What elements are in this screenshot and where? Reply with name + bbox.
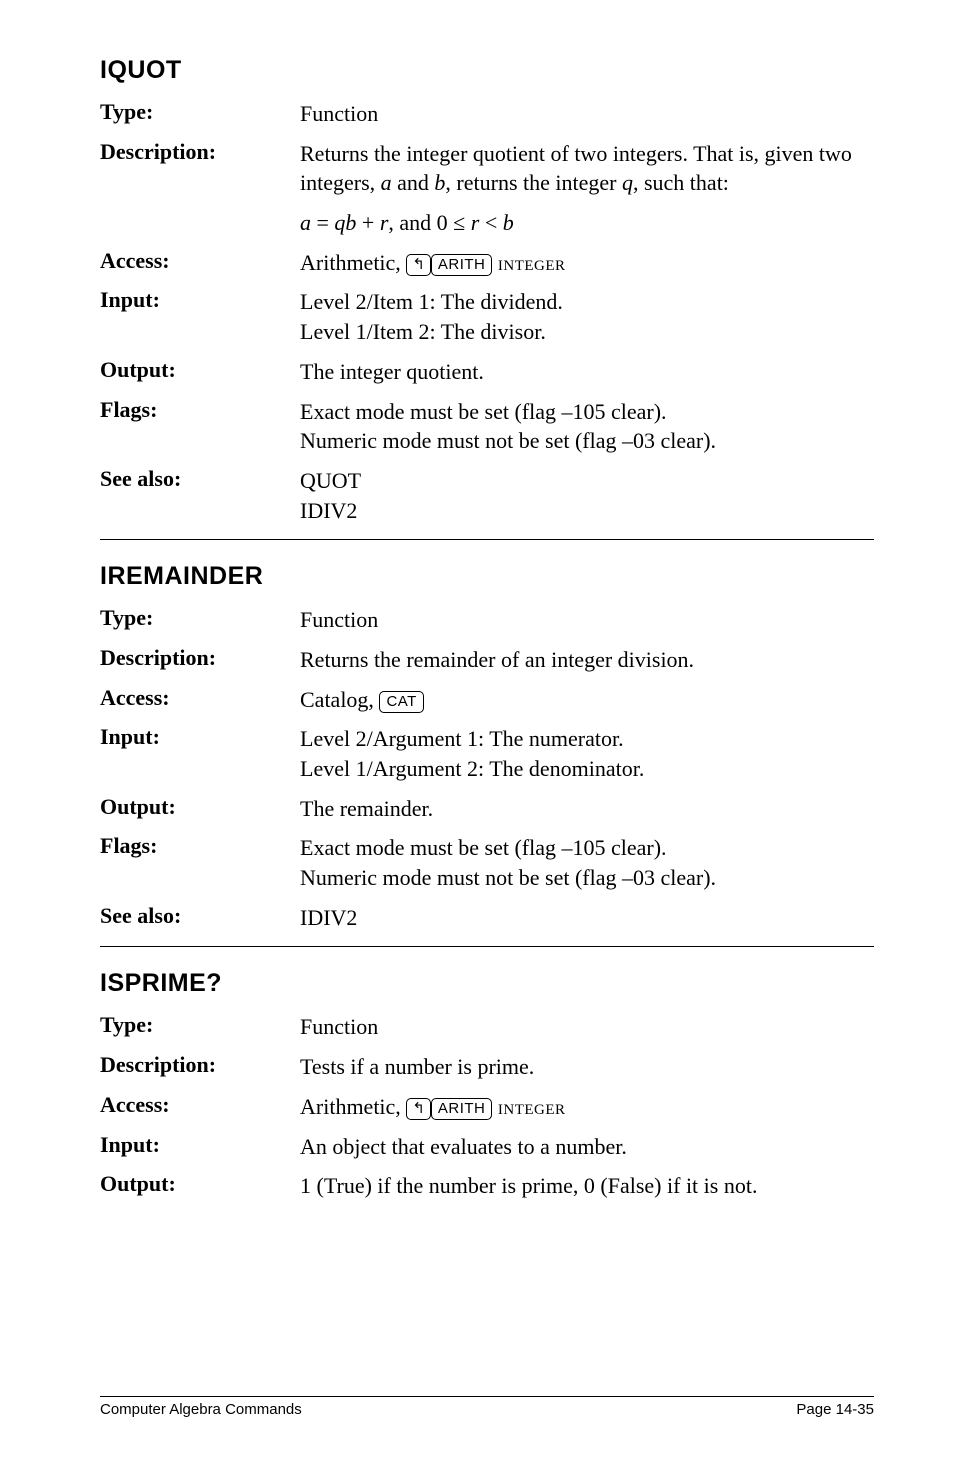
- entry-row: Output: The remainder.: [100, 794, 874, 824]
- entry-row: See also: IDIV2: [100, 903, 874, 933]
- entry-label: Output:: [100, 794, 300, 820]
- entry-value: Exact mode must be set (flag –105 clear)…: [300, 397, 874, 456]
- entry-value: Tests if a number is prime.: [300, 1052, 874, 1082]
- section-heading-iremainder: IREMAINDER: [100, 562, 874, 591]
- entry-row: Input: An object that evaluates to a num…: [100, 1132, 874, 1162]
- entry-label: Type:: [100, 605, 300, 631]
- entry-label: See also:: [100, 466, 300, 492]
- entry-row: Flags: Exact mode must be set (flag –105…: [100, 397, 874, 456]
- entry-label: Description:: [100, 139, 300, 165]
- section-divider: [100, 946, 874, 947]
- entry-value: Catalog, CAT: [300, 685, 874, 715]
- entry-row: Output: 1 (True) if the number is prime,…: [100, 1171, 874, 1201]
- entry-label: Access:: [100, 1092, 300, 1118]
- page: IQUOT Type: Function Description: Return…: [0, 0, 954, 1464]
- section-heading-isprime: ISPRIME?: [100, 969, 874, 998]
- entry-value: Arithmetic, ↰ARITH integer: [300, 1092, 874, 1122]
- entry-row: Type: Function: [100, 605, 874, 635]
- entry-label: Description:: [100, 645, 300, 671]
- entry-row: Input: Level 2/Item 1: The dividend.Leve…: [100, 287, 874, 346]
- entry-value: An object that evaluates to a number.: [300, 1132, 874, 1162]
- entry-row: Access: Arithmetic, ↰ARITH integer: [100, 1092, 874, 1122]
- section-divider: [100, 539, 874, 540]
- entry-row: a = qb + r, and 0 ≤ r < b: [100, 208, 874, 238]
- entry-value: Returns the remainder of an integer divi…: [300, 645, 874, 675]
- entry-label: Flags:: [100, 833, 300, 859]
- entry-label: Input:: [100, 287, 300, 313]
- entry-label: Access:: [100, 685, 300, 711]
- entry-value: a = qb + r, and 0 ≤ r < b: [300, 208, 874, 238]
- entry-label: Input:: [100, 724, 300, 750]
- entry-value: Arithmetic, ↰ARITH integer: [300, 248, 874, 278]
- entry-value: Returns the integer quotient of two inte…: [300, 139, 874, 198]
- entry-label: Flags:: [100, 397, 300, 423]
- entry-row: See also: QUOTIDIV2: [100, 466, 874, 525]
- entry-value: 1 (True) if the number is prime, 0 (Fals…: [300, 1171, 874, 1201]
- entry-row: Description: Tests if a number is prime.: [100, 1052, 874, 1082]
- entry-value: Level 2/Argument 1: The numerator.Level …: [300, 724, 874, 783]
- entry-row: Output: The integer quotient.: [100, 357, 874, 387]
- entry-row: Access: Arithmetic, ↰ARITH integer: [100, 248, 874, 278]
- entry-label: See also:: [100, 903, 300, 929]
- page-footer: Computer Algebra Commands Page 14-35: [100, 1396, 874, 1418]
- entry-label: Output:: [100, 357, 300, 383]
- entry-label: Type:: [100, 1012, 300, 1038]
- entry-label: Access:: [100, 248, 300, 274]
- entry-label: Output:: [100, 1171, 300, 1197]
- entry-row: Description: Returns the remainder of an…: [100, 645, 874, 675]
- entry-value: The integer quotient.: [300, 357, 874, 387]
- footer-left: Computer Algebra Commands: [100, 1401, 302, 1418]
- entry-row: Access: Catalog, CAT: [100, 685, 874, 715]
- entry-value: Exact mode must be set (flag –105 clear)…: [300, 833, 874, 892]
- footer-right: Page 14-35: [796, 1401, 874, 1418]
- entry-row: Input: Level 2/Argument 1: The numerator…: [100, 724, 874, 783]
- entry-label: Description:: [100, 1052, 300, 1078]
- entry-value: The remainder.: [300, 794, 874, 824]
- entry-label: Type:: [100, 99, 300, 125]
- entry-value: Function: [300, 99, 874, 129]
- entry-value: IDIV2: [300, 903, 874, 933]
- entry-row: Type: Function: [100, 1012, 874, 1042]
- entry-value: Level 2/Item 1: The dividend.Level 1/Ite…: [300, 287, 874, 346]
- entry-label: Input:: [100, 1132, 300, 1158]
- entry-row: Description: Returns the integer quotien…: [100, 139, 874, 198]
- entry-value: Function: [300, 1012, 874, 1042]
- section-heading-iquot: IQUOT: [100, 56, 874, 85]
- entry-row: Flags: Exact mode must be set (flag –105…: [100, 833, 874, 892]
- entry-value: QUOTIDIV2: [300, 466, 874, 525]
- footer-rule: [100, 1396, 874, 1397]
- entry-value: Function: [300, 605, 874, 635]
- entry-row: Type: Function: [100, 99, 874, 129]
